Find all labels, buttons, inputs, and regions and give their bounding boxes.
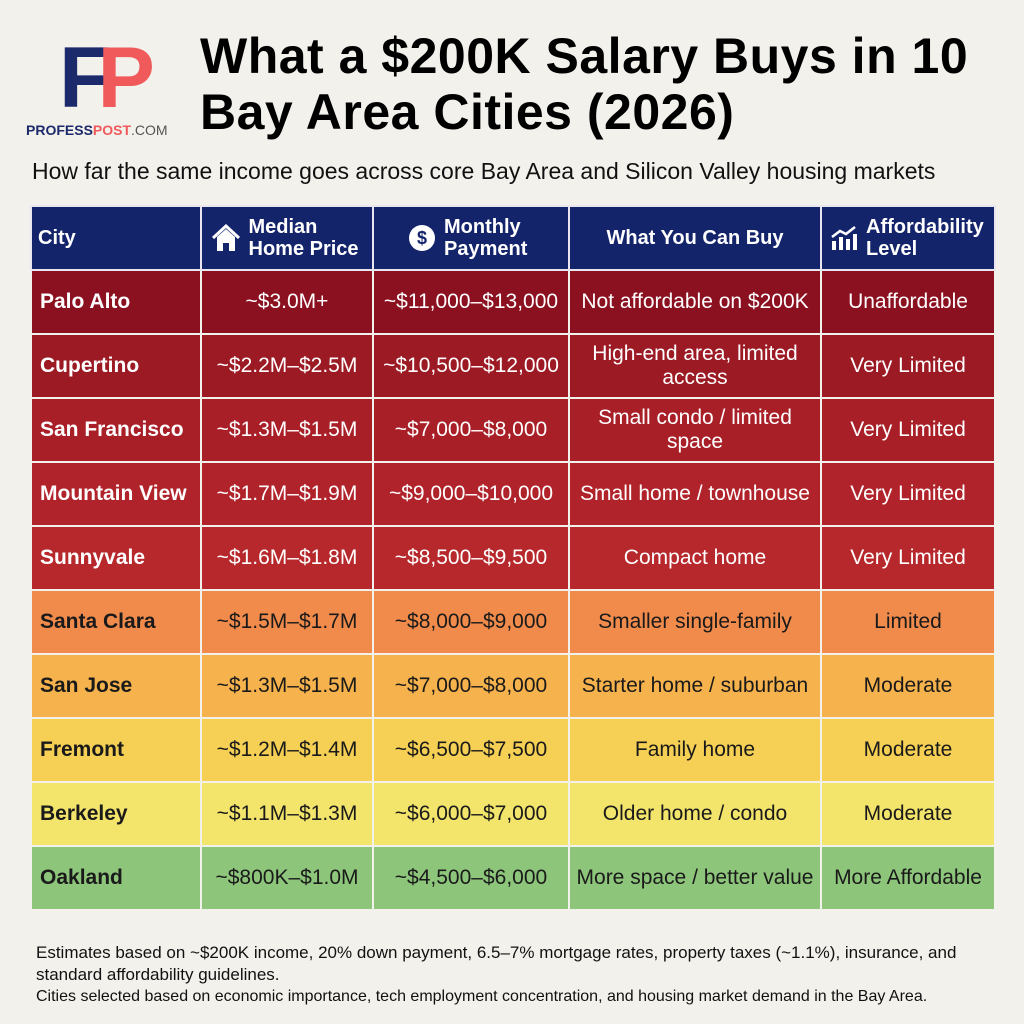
cell-city: San Jose	[30, 653, 202, 719]
table-row: Santa Clara ~$1.5M–$1.7M ~$8,000–$9,000 Sma…	[30, 589, 996, 655]
cell-affordability: Very Limited	[820, 525, 996, 591]
cell-payment: ~$8,500–$9,500	[372, 525, 570, 591]
cell-payment: ~$6,000–$7,000	[372, 781, 570, 847]
cell-price: ~$3.0M+	[200, 269, 374, 335]
cell-what-you-can-buy: More space / better value	[568, 845, 822, 911]
cell-affordability: Moderate	[820, 717, 996, 783]
cell-what-you-can-buy: Not affordable on $200K	[568, 269, 822, 335]
page-title: What a $200K Salary Buys in 10 Bay Area …	[200, 28, 969, 140]
table-row: Berkeley ~$1.1M–$1.3M ~$6,000–$7,000 Older …	[30, 781, 996, 847]
cell-city: Cupertino	[30, 333, 202, 399]
cell-affordability: Very Limited	[820, 461, 996, 527]
cell-price: ~$1.2M–$1.4M	[200, 717, 374, 783]
cell-price: ~$1.3M–$1.5M	[200, 653, 374, 719]
cell-affordability: Very Limited	[820, 333, 996, 399]
logo: FP PROFESSPOST.COM	[24, 30, 184, 138]
header-price: Median Home Price	[200, 205, 374, 271]
cell-affordability: Limited	[820, 589, 996, 655]
cell-affordability: Moderate	[820, 781, 996, 847]
table-row: San Francisco ~$1.3M–$1.5M ~$7,000–$8,000 S…	[30, 397, 996, 463]
cell-what-you-can-buy: Small home / townhouse	[568, 461, 822, 527]
house-icon	[211, 224, 241, 252]
cell-payment: ~$4,500–$6,000	[372, 845, 570, 911]
cell-payment: ~$11,000–$13,000	[372, 269, 570, 335]
cell-payment: ~$7,000–$8,000	[372, 397, 570, 463]
dollar-icon: $	[408, 224, 436, 252]
cell-what-you-can-buy: Starter home / suburban	[568, 653, 822, 719]
cell-payment: ~$9,000–$10,000	[372, 461, 570, 527]
header-payment: $ Monthly Payment	[372, 205, 570, 271]
subtitle: How far the same income goes across core…	[32, 158, 936, 184]
cell-payment: ~$8,000–$9,000	[372, 589, 570, 655]
cell-affordability: More Affordable	[820, 845, 996, 911]
cell-what-you-can-buy: Older home / condo	[568, 781, 822, 847]
header-level: Affordability Level	[820, 205, 996, 271]
cell-price: ~$2.2M–$2.5M	[200, 333, 374, 399]
table-row: Palo Alto ~$3.0M+ ~$11,000–$13,000 Not affo…	[30, 269, 996, 335]
cell-payment: ~$7,000–$8,000	[372, 653, 570, 719]
affordability-table: City Median Home Price $ Monthly Payment …	[30, 205, 996, 911]
cell-price: ~$1.5M–$1.7M	[200, 589, 374, 655]
cell-affordability: Very Limited	[820, 397, 996, 463]
cell-city: Sunnyvale	[30, 525, 202, 591]
cell-city: Berkeley	[30, 781, 202, 847]
cell-what-you-can-buy: Family home	[568, 717, 822, 783]
header-buy: What You Can Buy	[568, 205, 822, 271]
cell-price: ~$1.7M–$1.9M	[200, 461, 374, 527]
cell-city: Santa Clara	[30, 589, 202, 655]
cell-affordability: Unaffordable	[820, 269, 996, 335]
cell-affordability: Moderate	[820, 653, 996, 719]
cell-price: ~$1.6M–$1.8M	[200, 525, 374, 591]
cell-price: ~$1.1M–$1.3M	[200, 781, 374, 847]
header-city: City	[30, 205, 202, 271]
footnote-selection: Cities selected based on economic import…	[36, 988, 928, 1005]
table-row: Mountain View ~$1.7M–$1.9M ~$9,000–$10,000…	[30, 461, 996, 527]
table-row: San Jose ~$1.3M–$1.5M ~$7,000–$8,000 Starte…	[30, 653, 996, 719]
cell-what-you-can-buy: Small condo / limited space	[568, 397, 822, 463]
table-row: Sunnyvale ~$1.6M–$1.8M ~$8,500–$9,500 Compa…	[30, 525, 996, 591]
cell-city: Fremont	[30, 717, 202, 783]
footnotes: Estimates based on ~$200K income, 20% do…	[36, 942, 996, 1008]
footnote-assumptions: Estimates based on ~$200K income, 20% do…	[36, 943, 957, 984]
logo-mark: FP	[59, 30, 155, 126]
cell-city: Oakland	[30, 845, 202, 911]
cell-payment: ~$6,500–$7,500	[372, 717, 570, 783]
cell-city: San Francisco	[30, 397, 202, 463]
cell-city: Palo Alto	[30, 269, 202, 335]
table-row: Fremont ~$1.2M–$1.4M ~$6,500–$7,500 Family …	[30, 717, 996, 783]
svg-text:$: $	[417, 228, 427, 248]
cell-what-you-can-buy: Compact home	[568, 525, 822, 591]
cell-city: Mountain View	[30, 461, 202, 527]
cell-what-you-can-buy: Smaller single-family	[568, 589, 822, 655]
cell-price: ~$800K–$1.0M	[200, 845, 374, 911]
cell-price: ~$1.3M–$1.5M	[200, 397, 374, 463]
cell-what-you-can-buy: High-end area, limited access	[568, 333, 822, 399]
chart-up-icon	[830, 225, 858, 251]
logo-site: PROFESSPOST.COM	[26, 122, 168, 138]
table-row: Oakland ~$800K–$1.0M ~$4,500–$6,000 More sp…	[30, 845, 996, 911]
table-row: Cupertino ~$2.2M–$2.5M ~$10,500–$12,000 Hig…	[30, 333, 996, 399]
cell-payment: ~$10,500–$12,000	[372, 333, 570, 399]
